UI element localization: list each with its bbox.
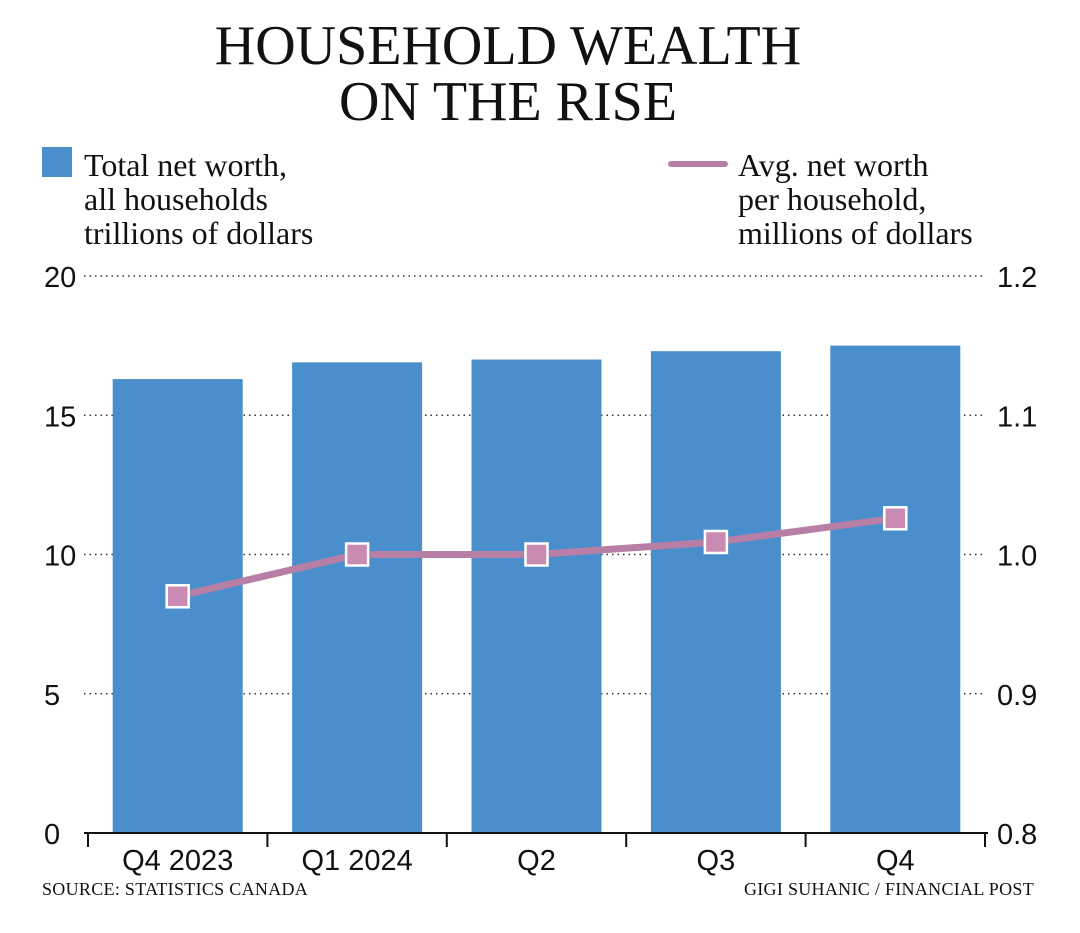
left-tick-label: 20 [44, 262, 76, 294]
right-tick-label: 0.9 [997, 680, 1037, 712]
legend-line-label: Avg. net worth per household, millions o… [738, 148, 973, 250]
x-tick-label: Q2 [517, 845, 556, 877]
line-marker [883, 506, 908, 531]
x-axis-line [84, 832, 988, 847]
legend-bar-line-1: Total net worth, [84, 147, 288, 183]
line-marker [703, 529, 729, 555]
line-marker [344, 542, 370, 567]
line-marker [165, 584, 190, 609]
left-tick-label: 0 [44, 819, 60, 851]
left-axis: 0 5 10 15 20 [44, 262, 76, 851]
right-tick-label: 0.8 [997, 819, 1037, 851]
chart-title: HOUSEHOLD WEALTH ON THE RISE [0, 18, 1016, 130]
legend-bar-swatch [42, 147, 72, 177]
x-tick-label: Q4 [876, 845, 915, 877]
legend-bar-line-3: trillions of dollars [84, 215, 314, 251]
right-axis: 0.8 0.9 1.0 1.1 1.2 [997, 262, 1037, 851]
bar [292, 362, 423, 833]
x-tick-label: Q3 [697, 845, 736, 877]
legend-line-line-1: Avg. net worth [738, 147, 929, 183]
bar [830, 345, 961, 833]
left-tick-label: 5 [44, 680, 60, 712]
x-axis: Q4 2023 Q1 2024 Q2 Q3 Q4 [122, 845, 915, 877]
chart-title-line-2: ON THE RISE [338, 71, 678, 133]
right-tick-label: 1.1 [997, 401, 1037, 433]
bar [471, 359, 602, 833]
legend-bar-line-2: all households [84, 181, 268, 217]
left-tick-label: 10 [44, 541, 76, 573]
legend-line-swatch [668, 161, 728, 167]
credit-note: GIGI SUHANIC / FINANCIAL POST [743, 879, 1034, 899]
right-tick-label: 1.0 [997, 541, 1037, 573]
right-tick-label: 1.2 [997, 262, 1037, 294]
chart-title-line-1: HOUSEHOLD WEALTH [214, 15, 802, 77]
line-marker [524, 542, 549, 567]
bar-series [112, 345, 961, 833]
legend-line-line-2: per household, [738, 181, 927, 217]
line-series [165, 506, 908, 609]
source-note: SOURCE: STATISTICS CANADA [42, 879, 309, 899]
bar [650, 351, 781, 833]
x-tick-label: Q4 2023 [122, 845, 233, 877]
legend-line-line-3: millions of dollars [738, 215, 973, 251]
x-tick-label: Q1 2024 [301, 845, 412, 877]
legend-bar-label: Total net worth, all households trillion… [84, 148, 313, 250]
left-tick-label: 15 [44, 401, 76, 433]
